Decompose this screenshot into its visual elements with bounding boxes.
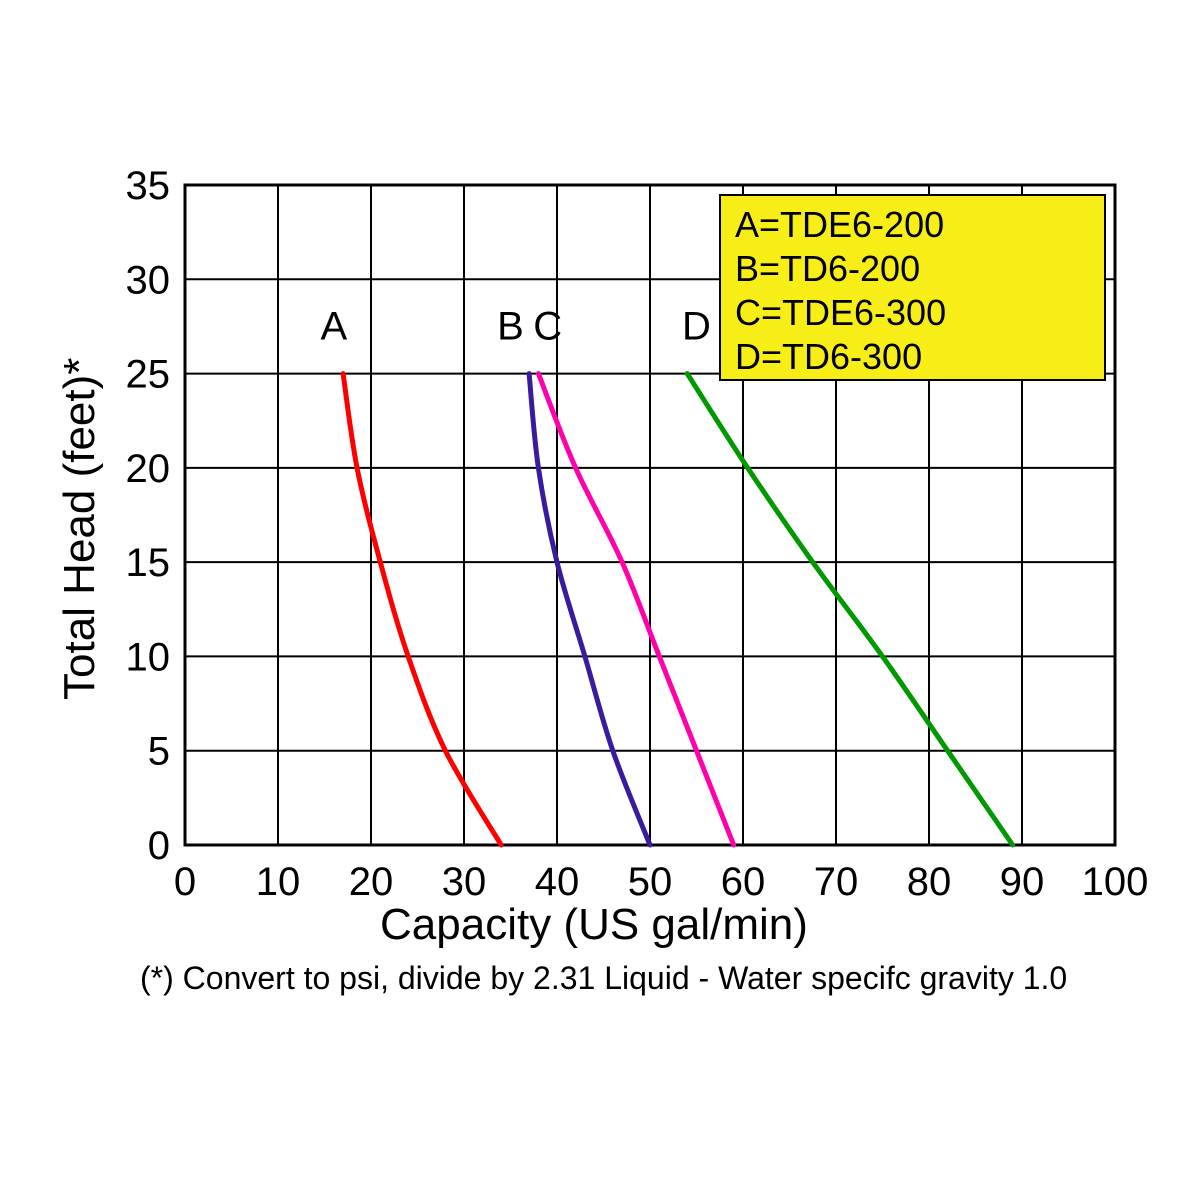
legend-item: C=TDE6-300 [735,292,946,333]
y-tick-label: 5 [148,730,170,774]
x-axis-label: Capacity (US gal/min) [380,900,808,950]
y-tick-label: 10 [126,635,171,679]
x-tick-label: 30 [442,860,487,904]
y-tick-label: 0 [148,824,170,868]
pump-performance-chart: 0 10 20 30 40 50 60 70 80 90 100 0 5 10 15 20 25 30 35 A BC D… [0,0,1200,1200]
x-tick-label: 90 [1000,860,1045,904]
legend-item: B=TD6-200 [735,248,920,289]
chart-footnote: (*) Convert to psi, divide by 2.31 Liqui… [140,960,1067,997]
y-tick-label: 35 [126,164,171,208]
x-tick-label: 60 [721,860,766,904]
legend-item: A=TDE6-200 [735,204,944,245]
x-tick-label: 10 [256,860,301,904]
curve-label-A: A [320,305,347,349]
x-tick-label: 40 [535,860,580,904]
x-tick-label: 80 [907,860,952,904]
curve-label-B: B [497,305,524,349]
x-tick-label: 100 [1082,860,1149,904]
x-tick-label: 0 [174,860,196,904]
x-tick-label: 20 [349,860,394,904]
curve-label-D: D [682,305,711,349]
y-tick-label: 25 [126,353,171,397]
x-tick-label: 70 [814,860,859,904]
y-axis-label: Total Head (feet)* [55,358,105,700]
x-tick-label: 50 [628,860,673,904]
chart-svg: 0 10 20 30 40 50 60 70 80 90 100 0 5 10 15 20 25 30 35 A BC D… [0,0,1200,1200]
y-tick-label: 30 [126,258,171,302]
curve-label-C: C [533,305,562,349]
y-tick-label: 15 [126,541,171,585]
y-tick-label: 20 [126,447,171,491]
legend-item: D=TD6-300 [735,336,922,377]
